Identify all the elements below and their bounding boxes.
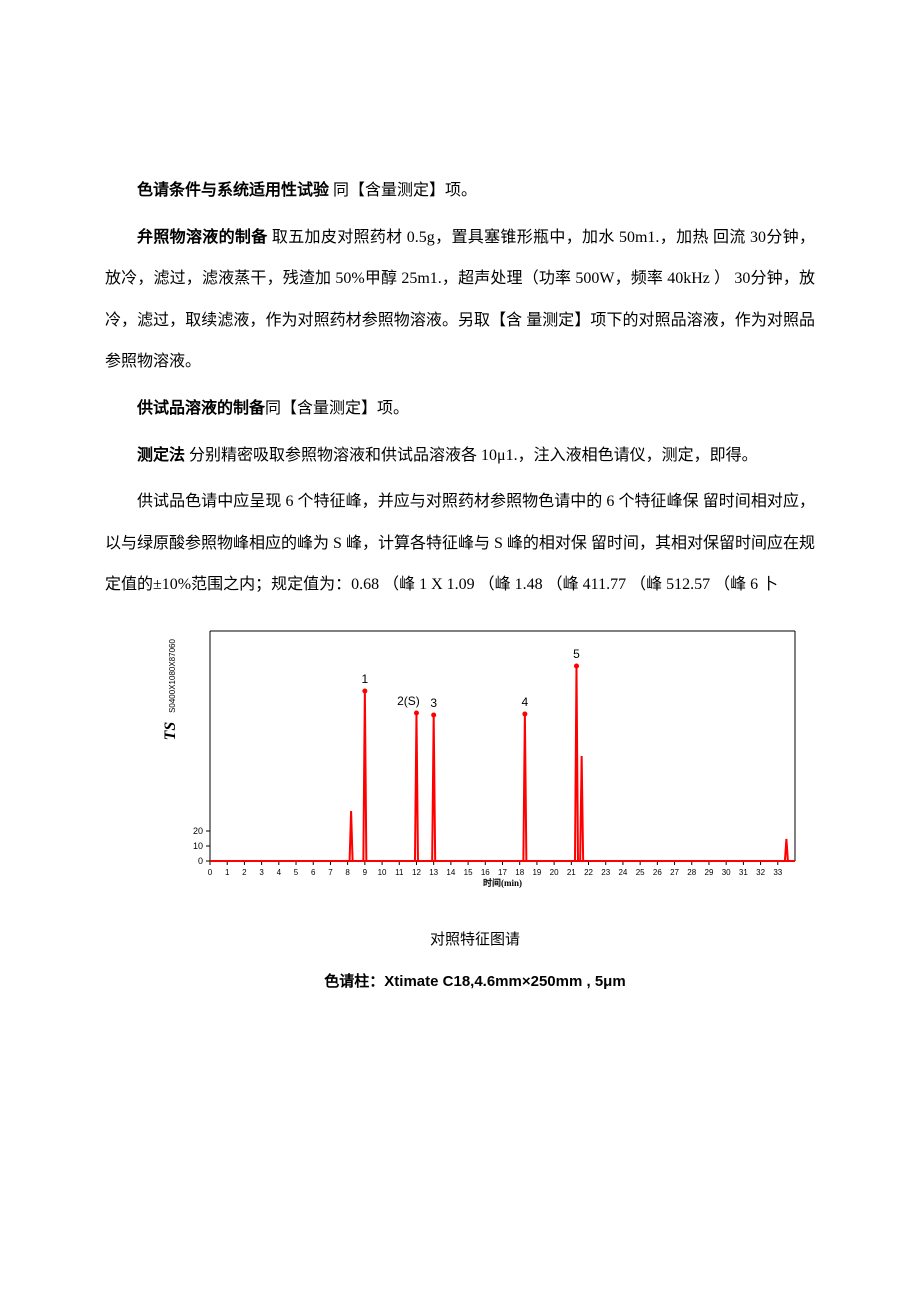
svg-text:20: 20 bbox=[193, 826, 203, 836]
svg-text:11: 11 bbox=[395, 868, 404, 877]
heading-method: 测定法 bbox=[137, 447, 185, 464]
heading-conditions: 色请条件与系统适用性试验 bbox=[137, 182, 329, 199]
svg-text:32: 32 bbox=[756, 868, 765, 877]
svg-text:29: 29 bbox=[705, 868, 714, 877]
text-reference-prep: 取五加皮对照药材 0.5g，置具塞锥形瓶中，加水 50m1.，加热 回流 30分… bbox=[105, 229, 815, 371]
svg-text:20: 20 bbox=[550, 868, 559, 877]
svg-text:14: 14 bbox=[446, 868, 455, 877]
paragraph-method: 测定法 分别精密吸取参照物溶液和供试品溶液各 10μ1.，注入液相色请仪，测定，… bbox=[105, 435, 815, 477]
svg-text:31: 31 bbox=[739, 868, 748, 877]
svg-text:时间(min): 时间(min) bbox=[483, 877, 522, 888]
text-sample-prep: 同【含量测定】项。 bbox=[265, 400, 409, 417]
svg-text:10: 10 bbox=[193, 841, 203, 851]
svg-text:1: 1 bbox=[362, 672, 369, 686]
text-method: 分别精密吸取参照物溶液和供试品溶液各 10μ1.，注入液相色请仪，测定，即得。 bbox=[185, 447, 758, 464]
svg-text:21: 21 bbox=[567, 868, 576, 877]
chart-caption-2: 色请柱：Xtimate C18,4.6mm×250mm , 5μm bbox=[145, 962, 805, 1002]
svg-text:4: 4 bbox=[522, 695, 529, 709]
svg-text:13: 13 bbox=[429, 868, 438, 877]
svg-text:0: 0 bbox=[198, 856, 203, 866]
svg-text:15: 15 bbox=[464, 868, 473, 877]
svg-text:1: 1 bbox=[225, 868, 230, 877]
svg-text:10: 10 bbox=[378, 868, 387, 877]
svg-text:24: 24 bbox=[618, 868, 627, 877]
svg-text:25: 25 bbox=[636, 868, 645, 877]
svg-text:S0400X1080X87060: S0400X1080X87060 bbox=[168, 638, 177, 712]
svg-text:6: 6 bbox=[311, 868, 316, 877]
svg-text:26: 26 bbox=[653, 868, 662, 877]
chart-column-spec: 色请柱：Xtimate C18,4.6mm×250mm , 5μm bbox=[324, 973, 625, 990]
svg-text:16: 16 bbox=[481, 868, 490, 877]
svg-text:TS: TS bbox=[162, 722, 179, 741]
svg-text:2(S): 2(S) bbox=[397, 694, 420, 708]
text-results: 供试品色请中应呈现 6 个特征峰，并应与对照药材参照物色请中的 6 个特征峰保 … bbox=[105, 493, 815, 593]
svg-text:28: 28 bbox=[687, 868, 696, 877]
svg-text:5: 5 bbox=[573, 647, 580, 661]
svg-text:19: 19 bbox=[532, 868, 541, 877]
heading-sample-prep: 供试品溶液的制备 bbox=[137, 400, 265, 417]
svg-text:0: 0 bbox=[208, 868, 213, 877]
svg-text:3: 3 bbox=[259, 868, 264, 877]
svg-text:9: 9 bbox=[363, 868, 368, 877]
svg-text:4: 4 bbox=[277, 868, 282, 877]
svg-text:8: 8 bbox=[345, 868, 350, 877]
svg-text:7: 7 bbox=[328, 868, 333, 877]
svg-text:5: 5 bbox=[294, 868, 299, 877]
svg-text:33: 33 bbox=[773, 868, 782, 877]
paragraph-results: 供试品色请中应呈现 6 个特征峰，并应与对照药材参照物色请中的 6 个特征峰保 … bbox=[105, 481, 815, 606]
svg-text:12: 12 bbox=[412, 868, 421, 877]
document-body: 色请条件与系统适用性试验 同【含量测定】项。 弁照物溶液的制备 取五加皮对照药材… bbox=[105, 170, 815, 1002]
svg-text:18: 18 bbox=[515, 868, 524, 877]
svg-text:30: 30 bbox=[722, 868, 731, 877]
svg-text:23: 23 bbox=[601, 868, 610, 877]
chart-caption-1: 对照特征图请 bbox=[145, 921, 805, 960]
chromatogram-chart: 0102001234567891011121314151617181920212… bbox=[145, 616, 805, 1002]
svg-text:27: 27 bbox=[670, 868, 679, 877]
svg-text:17: 17 bbox=[498, 868, 507, 877]
heading-reference-prep: 弁照物溶液的制备 bbox=[137, 229, 268, 246]
chromatogram-svg: 0102001234567891011121314151617181920212… bbox=[145, 616, 805, 896]
paragraph-conditions: 色请条件与系统适用性试验 同【含量测定】项。 bbox=[105, 170, 815, 212]
paragraph-reference-prep: 弁照物溶液的制备 取五加皮对照药材 0.5g，置具塞锥形瓶中，加水 50m1.，… bbox=[105, 217, 815, 383]
text-conditions: 同【含量测定】项。 bbox=[329, 182, 477, 199]
svg-text:2: 2 bbox=[242, 868, 247, 877]
svg-text:3: 3 bbox=[430, 696, 437, 710]
svg-text:22: 22 bbox=[584, 868, 593, 877]
paragraph-sample-prep: 供试品溶液的制备同【含量测定】项。 bbox=[105, 388, 815, 430]
